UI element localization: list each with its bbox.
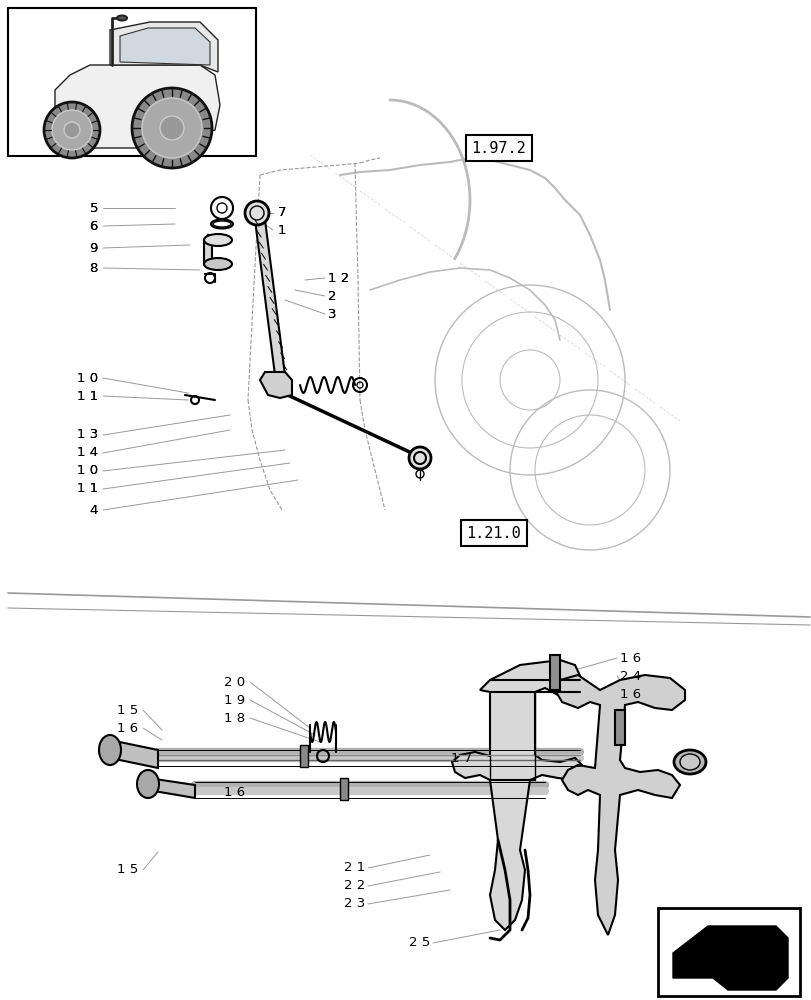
Text: 5: 5 [89, 202, 98, 215]
Ellipse shape [679, 754, 699, 770]
Text: 1 6: 1 6 [224, 786, 245, 799]
Text: 2: 2 [328, 290, 336, 302]
Bar [657, 908, 799, 996]
Text: 9: 9 [89, 241, 98, 254]
Polygon shape [109, 22, 217, 72]
Text: 1 1: 1 1 [77, 389, 98, 402]
Text: 6: 6 [89, 220, 98, 232]
Bar [549, 655, 560, 690]
Text: 1 0: 1 0 [77, 464, 98, 478]
Ellipse shape [211, 220, 233, 229]
Text: 1 6: 1 6 [620, 652, 641, 664]
Ellipse shape [117, 16, 127, 21]
Text: 1.21.0: 1.21.0 [466, 526, 521, 540]
Text: 4: 4 [89, 504, 98, 516]
Ellipse shape [673, 750, 705, 774]
Text: 6: 6 [89, 220, 98, 232]
Circle shape [52, 110, 92, 150]
Text: 2 5: 2 5 [408, 936, 430, 949]
Text: 1 6: 1 6 [620, 688, 641, 700]
Text: 2: 2 [328, 290, 336, 302]
Text: 1 7: 1 7 [450, 752, 471, 764]
Text: 1: 1 [277, 224, 286, 236]
Text: 9: 9 [89, 241, 98, 254]
Circle shape [160, 116, 184, 140]
Bar [299, 745, 307, 767]
Polygon shape [672, 926, 787, 990]
Text: 2 2: 2 2 [343, 879, 365, 892]
Text: 1.97.2: 1.97.2 [471, 141, 526, 156]
Polygon shape [109, 740, 158, 768]
Text: 1 9: 1 9 [224, 694, 245, 706]
Bar [8, 8, 255, 156]
Text: 1 0: 1 0 [77, 371, 98, 384]
Polygon shape [55, 65, 220, 148]
Text: 7: 7 [277, 207, 286, 220]
Polygon shape [120, 28, 210, 65]
Text: 1 5: 1 5 [117, 704, 138, 716]
Polygon shape [255, 220, 285, 375]
Bar [614, 710, 624, 745]
Bar [340, 778, 348, 800]
Circle shape [245, 201, 268, 225]
Text: 1 2: 1 2 [328, 271, 349, 284]
Polygon shape [554, 675, 684, 935]
Ellipse shape [137, 770, 159, 798]
Ellipse shape [204, 258, 232, 270]
Circle shape [409, 447, 431, 469]
Text: 2 3: 2 3 [343, 897, 365, 910]
Text: 8: 8 [89, 261, 98, 274]
Ellipse shape [212, 221, 230, 227]
Text: 1 3: 1 3 [77, 428, 98, 442]
Ellipse shape [204, 234, 232, 246]
Text: 1 5: 1 5 [117, 863, 138, 876]
Circle shape [44, 102, 100, 158]
Polygon shape [148, 778, 195, 798]
Text: 3: 3 [328, 308, 336, 320]
Text: 1 6: 1 6 [117, 722, 138, 734]
Text: 1 2: 1 2 [328, 271, 349, 284]
Text: 1 3: 1 3 [77, 428, 98, 442]
Text: 1 1: 1 1 [77, 389, 98, 402]
Text: 1 4: 1 4 [77, 446, 98, 460]
Circle shape [142, 98, 202, 158]
Text: 7: 7 [277, 207, 286, 220]
Circle shape [132, 88, 212, 168]
Text: 1 0: 1 0 [77, 371, 98, 384]
Text: 2 0: 2 0 [224, 676, 245, 688]
Text: 3: 3 [328, 308, 336, 320]
Ellipse shape [99, 735, 121, 765]
Text: 1 1: 1 1 [77, 483, 98, 495]
Text: 4: 4 [89, 504, 98, 516]
Circle shape [64, 122, 80, 138]
Polygon shape [452, 660, 581, 930]
Text: 1 0: 1 0 [77, 464, 98, 478]
Polygon shape [260, 372, 292, 398]
Text: 2 4: 2 4 [620, 670, 641, 682]
Text: 1 1: 1 1 [77, 483, 98, 495]
Text: 2 1: 2 1 [343, 861, 365, 874]
Text: 8: 8 [89, 261, 98, 274]
Text: 1 8: 1 8 [224, 712, 245, 724]
Text: 5: 5 [89, 202, 98, 215]
Text: 1: 1 [277, 224, 286, 236]
Polygon shape [204, 235, 212, 268]
Text: 1 4: 1 4 [77, 446, 98, 460]
